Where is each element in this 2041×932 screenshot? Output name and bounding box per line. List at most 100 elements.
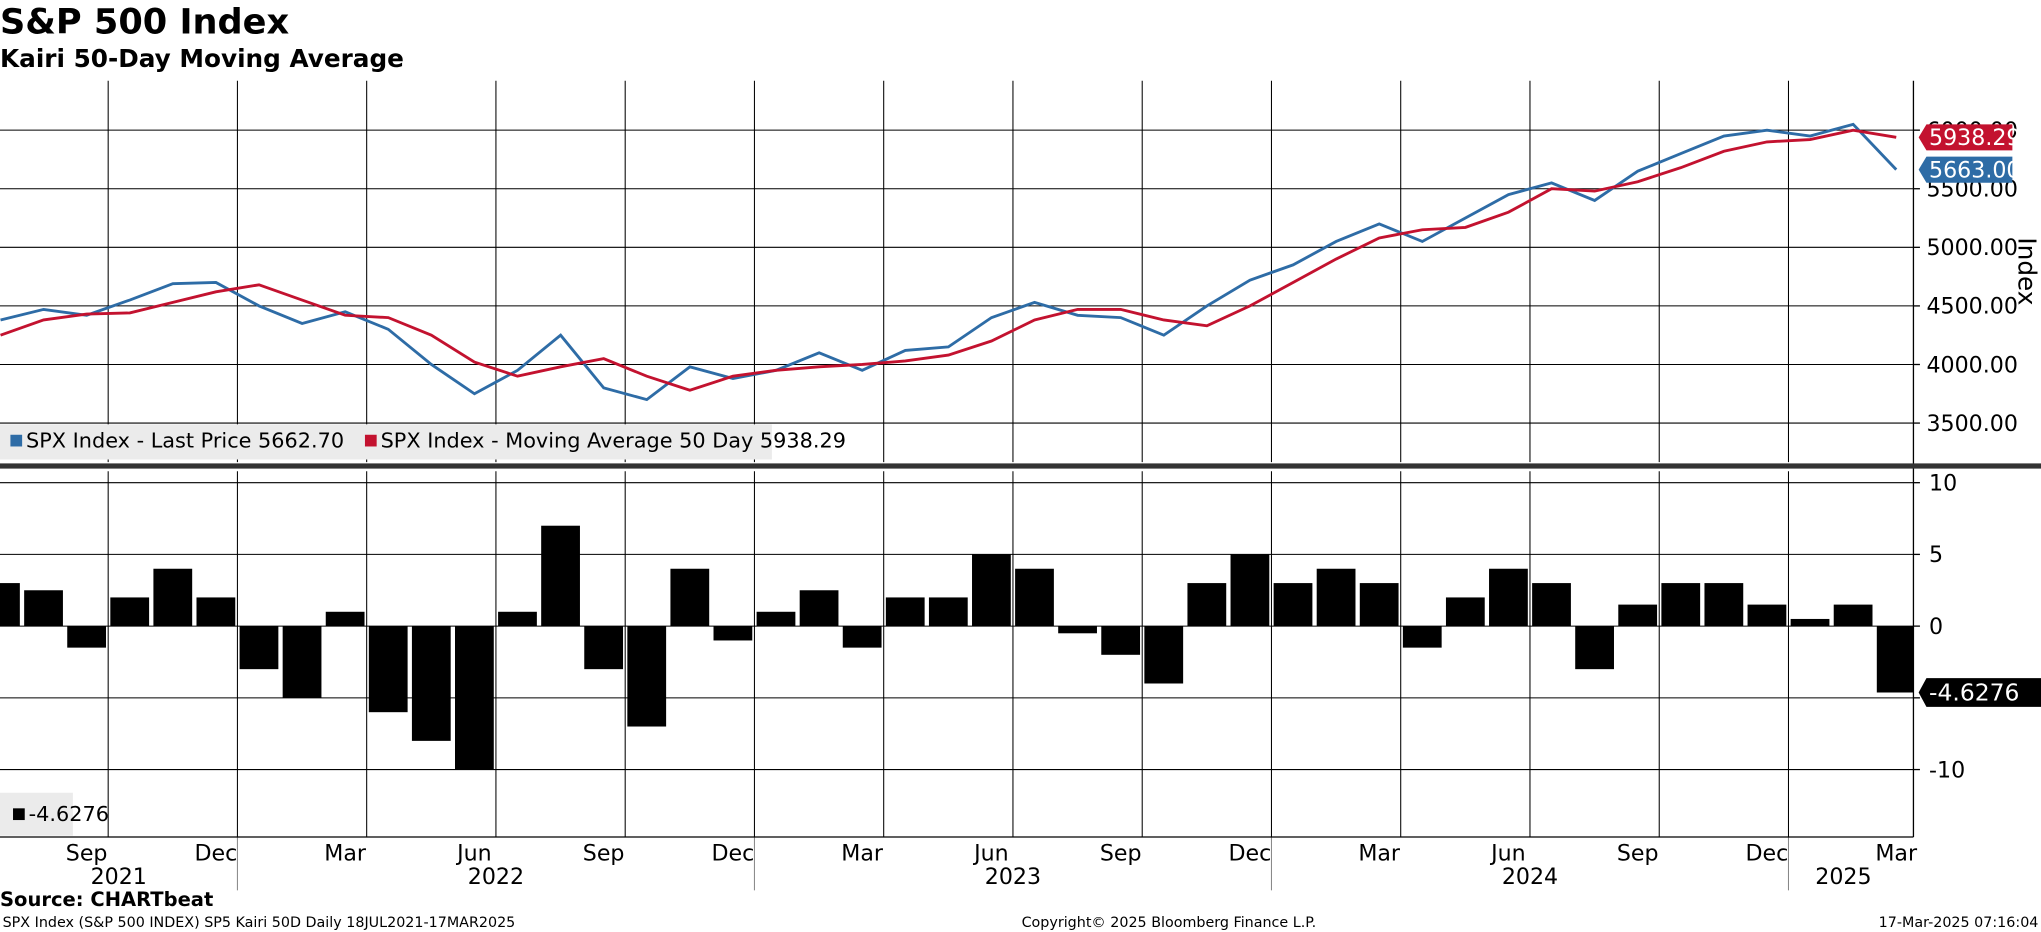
x-tick-label: Jun — [1489, 840, 1526, 866]
bar — [1790, 618, 1830, 627]
bar — [885, 597, 925, 627]
copyright: Copyright© 2025 Bloomberg Finance L.P. — [1022, 915, 1317, 931]
bar — [756, 611, 796, 627]
bar — [1661, 583, 1701, 627]
legend-label: -4.6276 — [29, 802, 109, 826]
y-tick-label: 0 — [1929, 614, 1943, 640]
bar — [67, 626, 107, 648]
legend-swatch — [364, 434, 377, 447]
legend-label: SPX Index - Moving Average 50 Day 5938.2… — [381, 428, 846, 452]
x-tick-label: Dec — [712, 840, 755, 866]
bar — [627, 626, 667, 727]
bar — [1144, 626, 1184, 684]
legend-box — [0, 792, 73, 836]
bar — [368, 626, 408, 713]
x-tick-label: Jun — [972, 840, 1009, 866]
y-tick-label: -10 — [1929, 757, 1965, 783]
series-line — [0, 128, 1897, 392]
year-label: 2025 — [1815, 864, 1871, 890]
x-tick-label: Sep — [66, 840, 108, 866]
y-tick-label: 4000.00 — [1926, 352, 2017, 378]
bar — [110, 597, 150, 627]
x-tick-label: Dec — [1229, 840, 1272, 866]
x-tick-label: Sep — [1100, 840, 1142, 866]
year-label: 2022 — [468, 864, 524, 890]
bar — [1747, 604, 1787, 627]
bar — [713, 626, 753, 641]
bar — [196, 597, 236, 627]
bar — [1445, 597, 1485, 627]
bar — [239, 626, 279, 670]
bar — [153, 568, 193, 627]
bar — [1316, 568, 1356, 627]
bar — [1489, 568, 1528, 627]
value-tag — [1918, 678, 2041, 707]
y-tick-label: 3500.00 — [1926, 411, 2017, 437]
timestamp: 17-Mar-2025 07:16:04 — [1879, 915, 2039, 931]
bar — [1532, 583, 1571, 627]
plot-layer: Sep Dec Mar Jun Sep Dec Mar Jun Sep Dec Mar Jun Sep D… — [0, 80, 2041, 891]
bar — [1359, 583, 1399, 627]
y-tick-label: 4500.00 — [1926, 294, 2017, 320]
bar — [325, 611, 365, 627]
bar — [1618, 604, 1658, 627]
source: Source: CHARTbeat — [0, 888, 213, 911]
x-tick-label: Sep — [1617, 840, 1659, 866]
y-tick-label: 10 — [1929, 470, 1957, 496]
bar — [1273, 583, 1313, 627]
x-tick-label: Mar — [324, 840, 367, 866]
x-tick-label: Jun — [455, 840, 492, 866]
bar — [1230, 554, 1270, 627]
bar — [0, 583, 20, 627]
value-tag — [1918, 124, 2013, 151]
bar — [1833, 604, 1873, 627]
value-tag-label: -4.6276 — [1929, 678, 2019, 706]
y-tick-label: 5000.00 — [1926, 235, 2017, 261]
legend-swatch — [10, 434, 23, 447]
bar — [1575, 626, 1614, 670]
value-tag-label: 5663.00 — [1929, 157, 2020, 183]
bar — [670, 568, 710, 627]
x-tick-label: Mar — [1358, 840, 1401, 866]
year-label: 2021 — [91, 864, 147, 890]
bar — [584, 626, 624, 670]
panel-separator — [0, 463, 2041, 469]
bar — [541, 525, 580, 627]
bar — [928, 597, 968, 627]
bar — [282, 626, 322, 698]
chart-title: S&P 500 Index — [0, 1, 289, 42]
legend-swatch — [13, 808, 25, 821]
x-tick-label: Dec — [1746, 840, 1789, 866]
year-label: 2024 — [1502, 864, 1558, 890]
bar — [842, 626, 882, 648]
x-tick-label: Mar — [841, 840, 884, 866]
bar — [1402, 626, 1442, 648]
chart-subtitle: Kairi 50-Day Moving Average — [0, 44, 404, 73]
bar — [1187, 583, 1227, 627]
bar — [24, 590, 63, 627]
legend-box — [0, 424, 772, 460]
series-line — [0, 122, 1898, 402]
bar — [799, 590, 839, 627]
year-label: 2023 — [985, 864, 1041, 890]
value-tag — [1918, 156, 2013, 183]
value-tag-label: 5938.29 — [1929, 125, 2020, 151]
x-tick-label: Dec — [194, 840, 237, 866]
bar — [411, 626, 451, 741]
bar — [1876, 626, 1914, 693]
x-tick-label: Sep — [583, 840, 625, 866]
bar — [1704, 583, 1744, 627]
bar — [1058, 626, 1097, 634]
description: SPX Index (S&P 500 INDEX) SP5 Kairi 50D … — [3, 915, 516, 931]
legend-label: SPX Index - Last Price 5662.70 — [26, 428, 344, 452]
x-tick-label: Mar — [1875, 840, 1918, 866]
y-tick-label: 5 — [1929, 542, 1943, 568]
bar — [498, 611, 537, 627]
bar — [1015, 568, 1054, 627]
y-axis-label: Index — [2012, 237, 2041, 305]
bar — [455, 626, 494, 770]
bar — [1101, 626, 1141, 655]
bar — [972, 554, 1011, 627]
